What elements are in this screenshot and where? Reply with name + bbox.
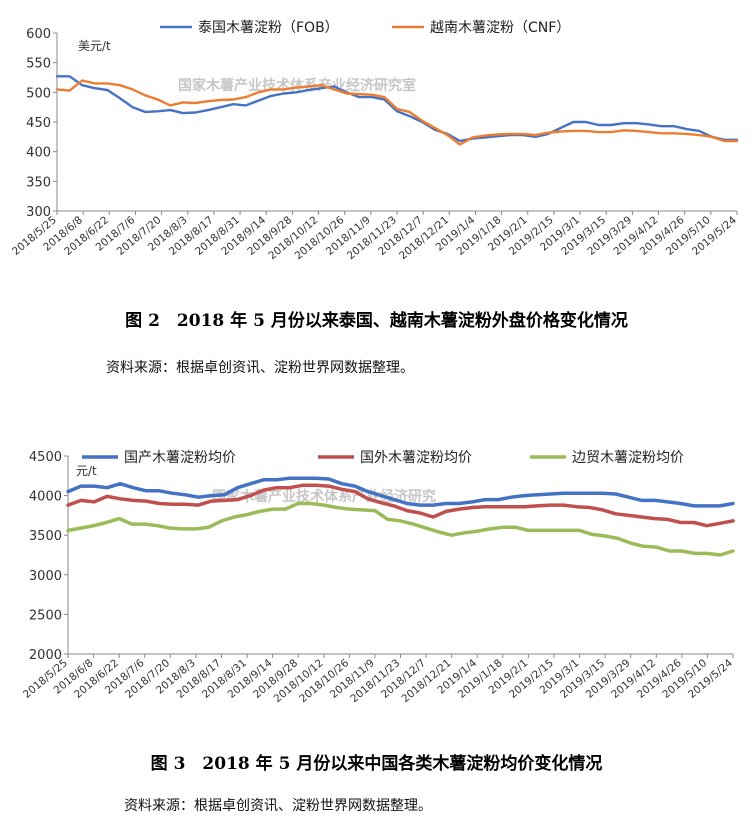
y-tick-label: 500: [26, 86, 51, 101]
y-tick-label: 3500: [29, 529, 62, 544]
y-tick-label: 2000: [29, 648, 62, 663]
y-tick-label: 350: [26, 175, 51, 190]
series-line-3: [66, 501, 735, 557]
y-tick-label: 600: [26, 27, 51, 42]
series-line-1: [55, 75, 739, 143]
chart-china-avg-prices: 2000 2500 3000 3500 4000 4500 2018/5/25 2018/6/…: [0, 445, 753, 744]
y-tick-label: 300: [26, 205, 51, 220]
series-line-1: [66, 476, 735, 508]
watermark-text: 国家木薯产业技术体系产业经济研究室: [178, 77, 416, 94]
figure-2-caption: 图 2 2018 年 5 月份以来泰国、越南木薯淀粉外盘价格变化情况: [125, 311, 628, 331]
y-tick-label: 450: [26, 116, 51, 131]
y-unit-label: 元/t: [76, 464, 97, 478]
line-chart-2: 2000250030003500400045002018/5/252018/6/…: [21, 450, 735, 705]
figure-2-source-note: 资料来源：根据卓创资讯、淀粉世界网数据整理。: [106, 360, 414, 376]
figure-3-caption: 图 3 2018 年 5 月份以来中国各类木薯淀粉均价变化情况: [150, 754, 603, 774]
legend-label-2: 越南木薯淀粉（CNF）: [430, 20, 570, 36]
y-tick-label: 550: [26, 57, 51, 72]
y-unit-label: 美元/t: [78, 39, 111, 53]
legend-label-1: 国产木薯淀粉均价: [124, 450, 236, 466]
y-tick-label: 2500: [29, 608, 62, 623]
y-tick-label: 4500: [29, 450, 62, 465]
legend-label-3: 边贸木薯淀粉均价: [572, 450, 684, 466]
line-chart-1: 3003504004505005506002018/5/252018/6/820…: [10, 20, 739, 262]
y-tick-label: 3000: [29, 569, 62, 584]
y-tick-label: 4000: [29, 490, 62, 505]
y-tick-label: 400: [26, 146, 51, 161]
series-line-2: [55, 79, 739, 146]
figure-3-source-note: 资料来源：根据卓创资讯、淀粉世界网数据整理。: [124, 798, 432, 814]
series-line-2: [66, 483, 735, 528]
legend-label-2: 国外木薯淀粉均价: [360, 450, 472, 466]
legend-label-1: 泰国木薯淀粉（FOB）: [198, 20, 339, 36]
chart-thai-vietnam-prices: 300 350 400 450 500 550 600 2018/5/25 2018/6/8 20…: [0, 8, 753, 302]
